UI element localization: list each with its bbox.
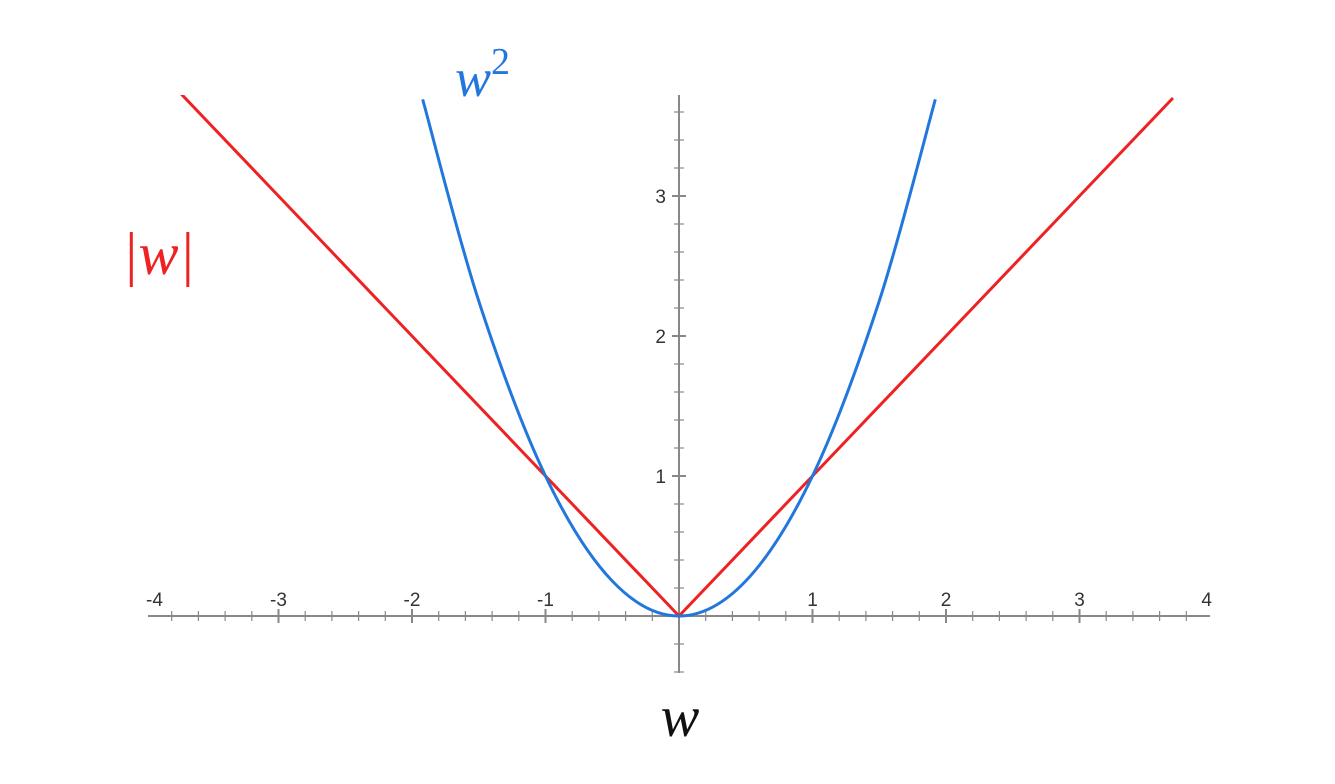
y-tick-label: 2 [655,327,666,348]
y-tick-label: 1 [655,467,666,488]
x-axis-title: w [661,684,700,749]
x-tick-label: 2 [941,590,952,611]
series-layer [180,95,1175,619]
x-tick-label: -1 [537,590,554,611]
series-line-square [421,98,937,618]
y-tick-label: 3 [655,187,666,208]
labels-layer: -4 -3 -2 -1 1 2 3 4 1 2 3 [146,187,1212,611]
x-tick-label: 4 [1201,590,1212,611]
x-tick-label: -4 [146,590,163,611]
x-tick-label: -3 [270,590,287,611]
axes [148,95,1210,673]
x-tick-label: 1 [807,590,818,611]
series-line-abs [180,95,1175,619]
series-label-abs: |w| [122,221,195,287]
series-label-square-exponent: 2 [491,41,510,83]
series-label-square: w2 [455,41,510,108]
x-tick-label: 3 [1074,590,1085,611]
x-tick-label: -2 [404,590,421,611]
series-label-square-base: w [455,48,491,108]
